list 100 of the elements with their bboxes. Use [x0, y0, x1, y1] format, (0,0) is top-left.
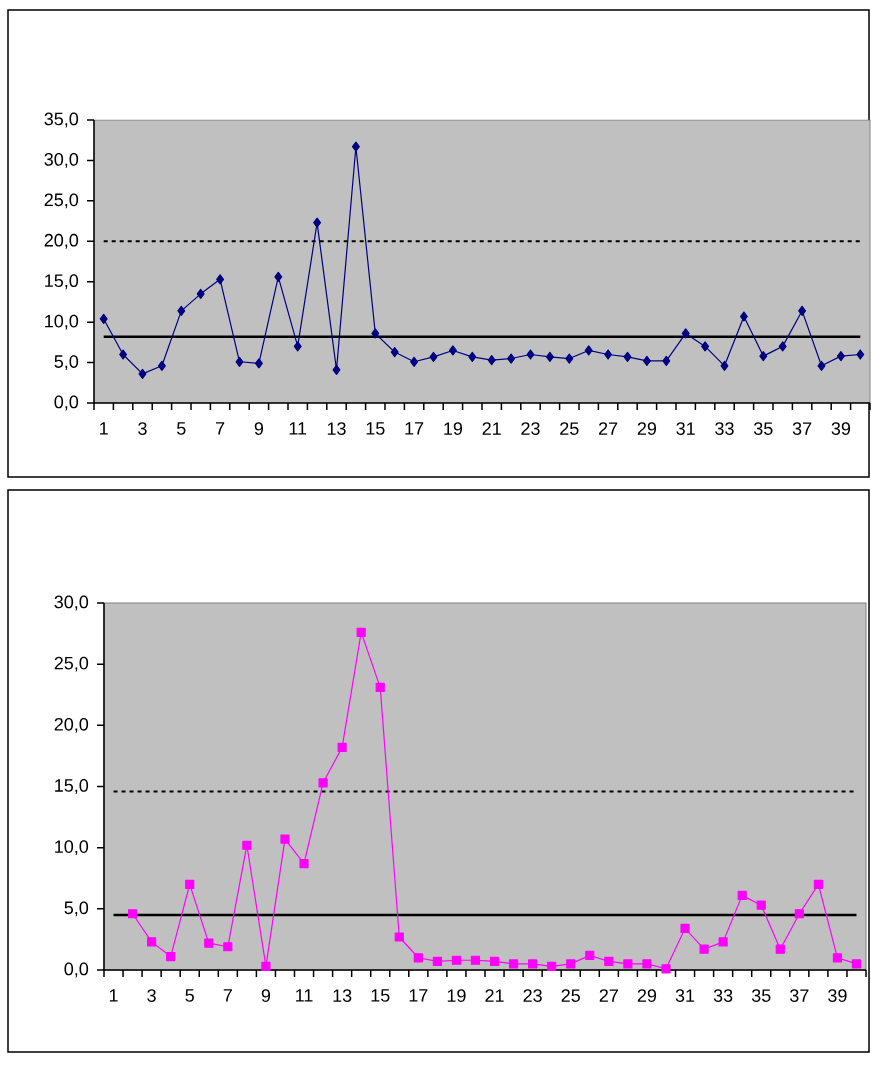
x-tick-label: 7	[223, 989, 232, 1002]
y-tick-label: 15,0	[55, 779, 89, 794]
point	[394, 932, 404, 942]
point	[489, 956, 500, 967]
point	[585, 950, 595, 960]
point	[565, 353, 574, 364]
point	[680, 923, 690, 934]
x-tick-label: 21	[485, 989, 504, 1002]
point	[410, 356, 419, 367]
point	[223, 942, 233, 952]
point	[701, 341, 710, 352]
point	[642, 355, 651, 367]
point	[147, 937, 157, 947]
x-tick-label: 9	[261, 989, 271, 1002]
x-tick-label: 29	[637, 422, 657, 435]
point	[720, 360, 729, 371]
point	[508, 959, 519, 969]
point	[138, 368, 147, 379]
y-tick-label: 25,0	[44, 193, 79, 209]
point	[661, 964, 671, 974]
point	[293, 341, 302, 352]
x-tick-label: 5	[177, 422, 186, 435]
point	[528, 959, 538, 969]
point	[642, 959, 652, 969]
point	[166, 951, 176, 962]
x-tick-label: 5	[185, 989, 194, 1002]
point	[375, 682, 385, 693]
x-tick-label: 37	[790, 989, 809, 1002]
point	[759, 351, 768, 362]
y-tick-label: 30,0	[44, 152, 79, 168]
point	[280, 834, 290, 844]
point	[623, 959, 633, 969]
point	[332, 364, 341, 375]
point	[413, 953, 423, 963]
point	[432, 956, 442, 967]
point	[119, 349, 128, 360]
x-tick-label: 11	[289, 422, 307, 435]
point	[798, 305, 807, 316]
y-tick-label: 0,0	[64, 962, 89, 978]
point	[470, 955, 481, 965]
x-tick-label: 9	[254, 422, 264, 435]
point	[177, 305, 186, 316]
x-tick-label: 27	[599, 422, 618, 435]
x-tick-label: 19	[447, 989, 466, 1002]
x-tick-label: 35	[751, 989, 771, 1002]
point	[836, 351, 845, 362]
point	[526, 349, 535, 360]
point	[254, 358, 263, 369]
point	[545, 351, 554, 363]
x-tick-label: 35	[753, 422, 773, 435]
y-tick-label: 5,0	[64, 901, 89, 917]
point	[813, 879, 823, 889]
y-tick-label: 15,0	[45, 274, 79, 290]
y-tick-label: 30,0	[54, 595, 89, 611]
point	[313, 217, 322, 228]
point	[623, 351, 632, 363]
x-tick-label: 15	[371, 989, 390, 1002]
point	[451, 955, 462, 965]
x-tick-label: 39	[828, 989, 847, 1002]
x-tick-label: 23	[523, 989, 542, 1002]
point	[662, 355, 671, 367]
x-tick-label: 33	[715, 422, 734, 435]
y-tick-label: 0,0	[54, 395, 79, 411]
x-tick-label: 25	[560, 422, 579, 435]
point	[371, 328, 380, 339]
y-tick-label: 5,0	[54, 355, 79, 371]
y-tick-label: 20,0	[54, 717, 89, 733]
point	[261, 961, 271, 971]
y-tick-label: 35,0	[44, 112, 79, 128]
point	[739, 311, 748, 322]
x-tick-label: 37	[792, 422, 812, 435]
point	[832, 953, 843, 963]
point	[99, 313, 108, 325]
point	[817, 360, 826, 371]
y-tick-label: 10,0	[55, 840, 89, 856]
point	[127, 909, 138, 919]
point	[584, 345, 593, 356]
point	[856, 349, 865, 360]
point	[185, 879, 195, 889]
x-tick-label: 13	[327, 422, 346, 435]
point	[351, 141, 360, 152]
x-tick-label: 7	[216, 422, 225, 435]
point	[468, 351, 477, 363]
point	[699, 944, 709, 954]
point	[216, 274, 225, 285]
x-tick-label: 31	[675, 989, 695, 1002]
x-tick-label: 15	[366, 422, 385, 435]
x-tick-label: 17	[409, 989, 428, 1002]
x-tick-label: 23	[521, 422, 540, 435]
point	[390, 346, 399, 358]
point	[756, 900, 766, 910]
y-tick-label: 20,0	[44, 233, 79, 249]
point	[204, 938, 214, 948]
x-tick-label: 25	[561, 989, 580, 1002]
y-tick-label: 10,0	[45, 314, 79, 330]
point	[337, 742, 347, 752]
point	[429, 351, 438, 363]
point	[775, 944, 785, 954]
point	[737, 890, 747, 900]
x-tick-label: 13	[333, 989, 352, 1002]
